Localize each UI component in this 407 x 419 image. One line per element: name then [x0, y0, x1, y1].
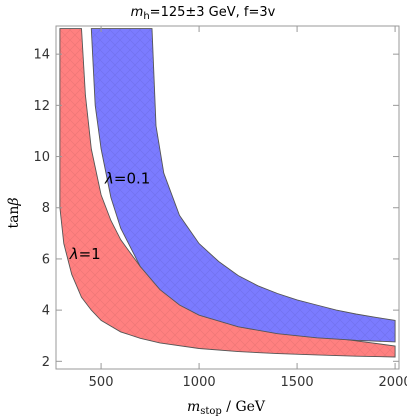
band-2-annotation: λ=0.1 — [104, 169, 150, 187]
y-tick-label: 14 — [33, 48, 50, 63]
y-tick-label: 2 — [42, 355, 50, 370]
y-tick-label: 12 — [33, 99, 50, 114]
band-2-edge — [90, 28, 396, 343]
y-tick-label: 6 — [42, 252, 50, 267]
band-1 — [59, 28, 396, 358]
y-axis-label: tanβ — [6, 197, 22, 228]
ticks: 500 1000 1500 2000 2 4 6 8 10 12 14 — [33, 26, 407, 390]
band-2 — [90, 28, 396, 343]
x-tick-label: 1500 — [281, 375, 314, 390]
y-tick-label: 10 — [33, 150, 50, 165]
plot-frame — [55, 25, 400, 370]
x-tick-label: 1000 — [183, 375, 216, 390]
chart-title: mh=125±3 GeV, f=3v — [131, 5, 276, 22]
band-1-edge — [59, 28, 396, 358]
y-tick-label: 8 — [42, 201, 50, 216]
x-axis-label: mstop / GeV — [187, 399, 266, 417]
bands — [59, 28, 396, 358]
band-1-annotation: λ=1 — [69, 245, 101, 263]
y-tick-label: 4 — [42, 304, 50, 319]
annotations: λ=1 λ=0.1 — [69, 169, 151, 263]
x-tick-label: 2000 — [379, 375, 407, 390]
x-tick-label: 500 — [89, 375, 114, 390]
